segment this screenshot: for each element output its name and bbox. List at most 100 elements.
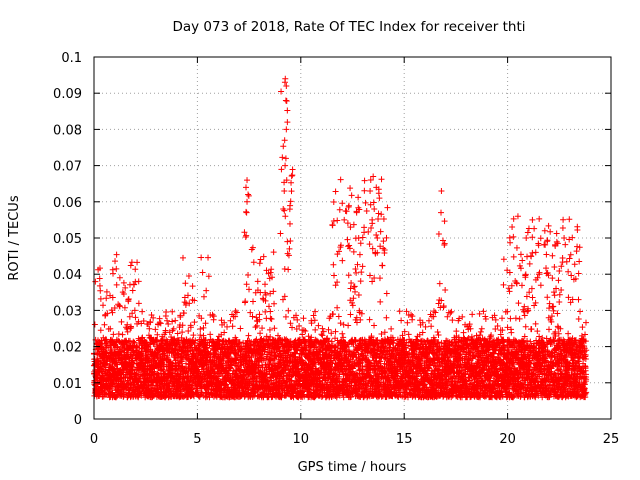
data-point: [203, 287, 210, 294]
data-point: [96, 275, 103, 282]
data-point: [265, 303, 272, 310]
data-point: [243, 208, 250, 215]
data-point: [202, 345, 209, 352]
data-point: [108, 346, 115, 353]
data-point: [103, 288, 110, 295]
data-point: [147, 334, 154, 341]
data-point: [116, 303, 123, 310]
data-point: [350, 283, 357, 290]
data-point: [170, 325, 177, 332]
data-point: [332, 328, 339, 335]
data-point: [270, 249, 277, 256]
data-point: [344, 236, 351, 243]
data-point: [375, 216, 382, 223]
data-point: [135, 300, 142, 307]
data-point: [198, 254, 205, 261]
data-point: [352, 288, 359, 295]
data-point: [334, 304, 341, 311]
data-point: [164, 354, 171, 361]
data-point: [348, 279, 355, 286]
data-point: [345, 272, 352, 279]
data-point: [131, 307, 138, 314]
data-point: [183, 385, 190, 392]
data-point: [345, 322, 352, 329]
data-point: [371, 322, 378, 329]
data-point: [172, 317, 179, 324]
data-point: [254, 278, 261, 285]
data-point: [310, 312, 317, 319]
data-point: [340, 321, 347, 328]
data-point: [368, 224, 375, 231]
data-point: [232, 308, 239, 315]
data-point: [178, 334, 185, 341]
data-point: [131, 339, 138, 346]
data-point: [210, 313, 217, 320]
data-point: [97, 295, 104, 302]
data-point: [353, 319, 360, 326]
data-point: [110, 270, 117, 277]
data-point: [357, 240, 364, 247]
data-point: [271, 300, 278, 307]
data-point: [179, 254, 186, 261]
data-point: [356, 251, 363, 258]
data-point: [330, 272, 337, 279]
data-point: [115, 331, 122, 338]
data-point: [132, 314, 139, 321]
data-point: [378, 211, 385, 218]
data-point: [373, 232, 380, 239]
data-point: [383, 314, 390, 321]
data-point: [134, 259, 141, 266]
data-point: [130, 338, 137, 345]
data-point: [237, 325, 244, 332]
data-point: [115, 337, 122, 344]
data-point: [94, 383, 101, 390]
data-point: [127, 262, 134, 269]
data-point: [110, 331, 117, 338]
data-point: [268, 316, 275, 323]
data-point: [186, 300, 193, 307]
data-point: [287, 198, 294, 205]
data-point: [288, 179, 295, 186]
data-point: [242, 298, 249, 305]
data-point: [100, 345, 107, 352]
data-point: [260, 253, 267, 260]
data-point: [361, 177, 368, 184]
data-point: [118, 318, 125, 325]
data-point: [148, 311, 155, 318]
data-point: [282, 313, 289, 320]
data-point: [160, 350, 167, 357]
data-point: [361, 187, 368, 194]
data-point: [259, 325, 266, 332]
data-point: [96, 265, 103, 272]
data-point: [182, 360, 189, 367]
data-point: [262, 281, 269, 288]
data-point: [366, 241, 373, 248]
data-point: [92, 278, 99, 285]
data-point: [135, 278, 142, 285]
data-point: [132, 266, 139, 273]
data-point: [278, 166, 285, 173]
data-point: [365, 228, 372, 235]
data-point: [157, 320, 164, 327]
data-point: [197, 332, 204, 339]
data-point: [197, 325, 204, 332]
data-point: [140, 317, 147, 324]
data-point: [200, 324, 207, 331]
data-point: [250, 298, 257, 305]
data-point: [347, 311, 354, 318]
data-point: [185, 273, 192, 280]
data-point: [180, 310, 187, 317]
data-point: [154, 331, 161, 338]
data-point: [205, 273, 212, 280]
data-point: [380, 238, 387, 245]
data-point: [285, 307, 292, 314]
data-point: [334, 279, 341, 286]
data-point: [257, 330, 264, 337]
data-point: [173, 347, 180, 354]
data-point: [281, 207, 288, 214]
data-point: [128, 259, 135, 266]
data-point: [375, 190, 382, 197]
data-point: [328, 330, 335, 337]
data-point: [330, 261, 337, 268]
data-point: [289, 172, 296, 179]
